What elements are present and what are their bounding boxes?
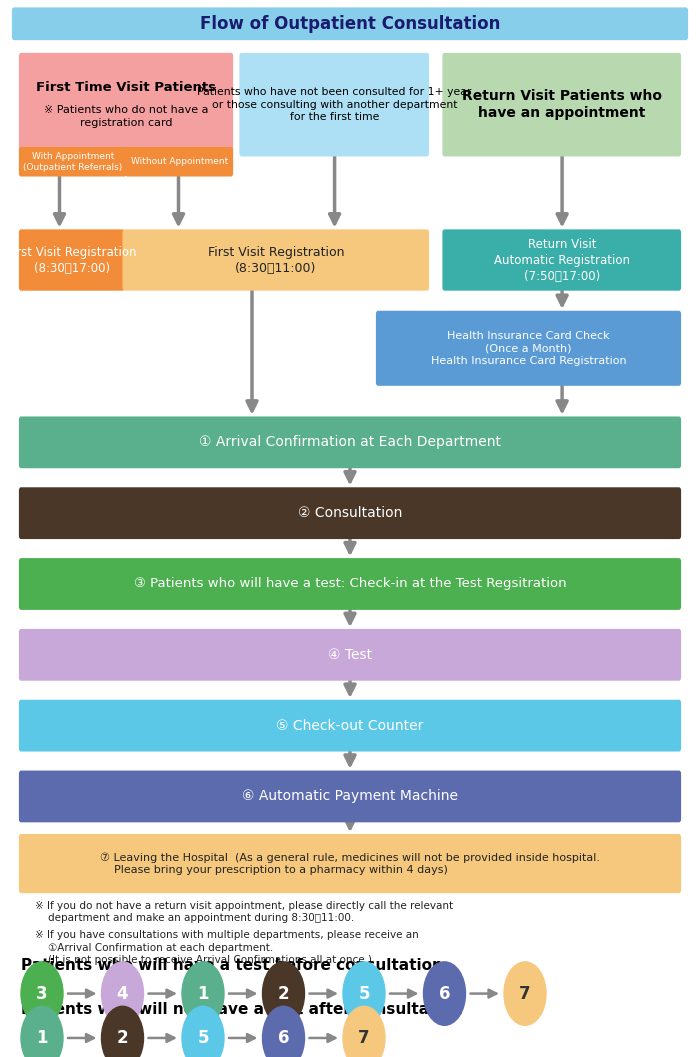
Circle shape [504,962,546,1025]
Text: Return Visit Patients who
have an appointment: Return Visit Patients who have an appoin… [462,89,662,120]
Circle shape [343,962,385,1025]
Text: Health Insurance Card Check
(Once a Month)
Health Insurance Card Registration: Health Insurance Card Check (Once a Mont… [430,331,626,366]
FancyBboxPatch shape [19,771,681,822]
Circle shape [21,1006,63,1057]
Text: ④ Test: ④ Test [328,648,372,662]
FancyBboxPatch shape [442,53,681,156]
FancyBboxPatch shape [442,229,681,291]
FancyBboxPatch shape [239,53,429,156]
Text: 6: 6 [439,984,450,1003]
Text: Return Visit
Automatic Registration
(7:50～17:00): Return Visit Automatic Registration (7:5… [494,238,630,282]
Text: 2: 2 [278,984,289,1003]
Text: Patients who will not have a test after consultation: Patients who will not have a test after … [21,1002,463,1017]
FancyBboxPatch shape [19,834,681,893]
FancyBboxPatch shape [19,416,681,468]
Text: 7: 7 [358,1028,370,1047]
FancyBboxPatch shape [122,229,429,291]
Text: Patients who will have a test before consultation: Patients who will have a test before con… [21,959,443,973]
FancyBboxPatch shape [19,147,127,177]
Text: ※ If you have consultations with multiple departments, please receive an
    ①Ar: ※ If you have consultations with multipl… [35,930,419,965]
Text: 3: 3 [36,984,48,1003]
FancyBboxPatch shape [19,487,681,539]
Text: ② Consultation: ② Consultation [298,506,402,520]
Circle shape [102,962,144,1025]
Circle shape [262,1006,304,1057]
Text: 1: 1 [36,1028,48,1047]
Text: First Visit Registration
(8:30～17:00): First Visit Registration (8:30～17:00) [7,245,136,275]
Text: 5: 5 [197,1028,209,1047]
Text: ⑤ Check-out Counter: ⑤ Check-out Counter [276,719,424,733]
Text: 5: 5 [358,984,370,1003]
FancyBboxPatch shape [19,629,681,681]
Circle shape [424,962,466,1025]
Circle shape [343,1006,385,1057]
FancyBboxPatch shape [19,700,681,752]
Text: 7: 7 [519,984,531,1003]
Text: 1: 1 [197,984,209,1003]
Text: ⑥ Automatic Payment Machine: ⑥ Automatic Payment Machine [242,790,458,803]
FancyBboxPatch shape [12,7,688,40]
Text: ① Arrival Confirmation at Each Department: ① Arrival Confirmation at Each Departmen… [199,435,501,449]
FancyBboxPatch shape [19,558,681,610]
Text: First Visit Registration
(8:30～11:00): First Visit Registration (8:30～11:00) [208,245,344,275]
Circle shape [182,1006,224,1057]
Text: Patients who have not been consulted for 1+ year
or those consulting with anothe: Patients who have not been consulted for… [197,88,471,122]
FancyBboxPatch shape [376,311,681,386]
Text: Flow of Outpatient Consultation: Flow of Outpatient Consultation [199,15,500,33]
Text: First Time Visit Patients: First Time Visit Patients [36,80,216,94]
Circle shape [102,1006,144,1057]
Text: ⑦ Leaving the Hospital  (As a general rule, medicines will not be provided insid: ⑦ Leaving the Hospital (As a general rul… [100,852,600,875]
Text: ※ If you do not have a return visit appointment, please directly call the releva: ※ If you do not have a return visit appo… [35,901,453,923]
FancyBboxPatch shape [125,147,233,177]
FancyBboxPatch shape [19,53,233,156]
Text: 2: 2 [117,1028,128,1047]
Text: 6: 6 [278,1028,289,1047]
Text: ※ Patients who do not have a
registration card: ※ Patients who do not have a registratio… [43,105,209,128]
FancyBboxPatch shape [19,229,125,291]
Text: Without Appointment: Without Appointment [131,157,228,166]
Text: With Appointment
(Outpatient Referrals): With Appointment (Outpatient Referrals) [23,151,122,172]
Circle shape [21,962,63,1025]
Text: ③ Patients who will have a test: Check-in at the Test Regsitration: ③ Patients who will have a test: Check-i… [134,577,566,591]
Circle shape [182,962,224,1025]
Text: 4: 4 [117,984,128,1003]
Circle shape [262,962,304,1025]
